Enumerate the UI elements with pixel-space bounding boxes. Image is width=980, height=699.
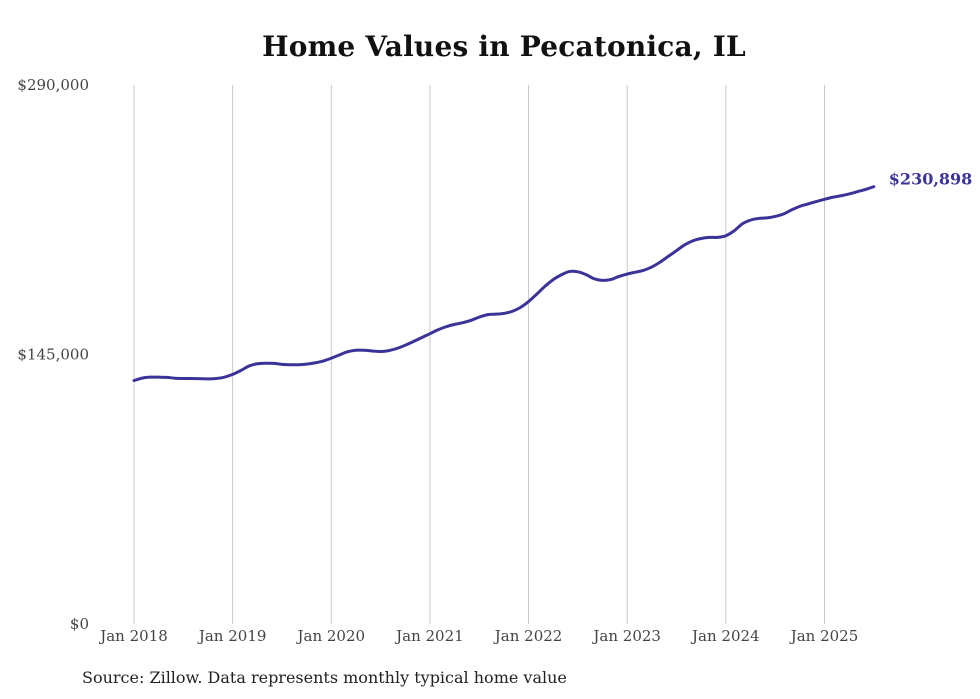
x-tick-label: Jan 2023 [591,627,661,645]
series-line [132,185,876,383]
x-tick-label: Jan 2024 [690,627,760,645]
source-note: Source: Zillow. Data represents monthly … [82,668,567,687]
label-layer: $230,898 [889,170,973,189]
grid-layer [133,85,825,624]
end-value-label: $230,898 [889,170,973,189]
x-axis: Jan 2018 Jan 2019 Jan 2020 Jan 2021 Jan 2022… [98,627,858,645]
x-tick-label: Jan 2022 [493,627,563,645]
x-tick-label: Jan 2018 [98,627,168,645]
x-tick-label: Jan 2019 [197,627,267,645]
y-tick-label: $290,000 [17,76,89,94]
chart-title: Home Values in Pecatonica, IL [262,30,746,63]
y-tick-label: $145,000 [17,346,89,364]
x-tick-label: Jan 2020 [295,627,365,645]
y-tick-label: $0 [70,615,89,633]
y-axis: $0 $145,000 $290,000 [17,76,89,633]
series-layer [132,185,876,383]
x-tick-label: Jan 2025 [789,627,859,645]
x-tick-label: Jan 2021 [394,627,464,645]
